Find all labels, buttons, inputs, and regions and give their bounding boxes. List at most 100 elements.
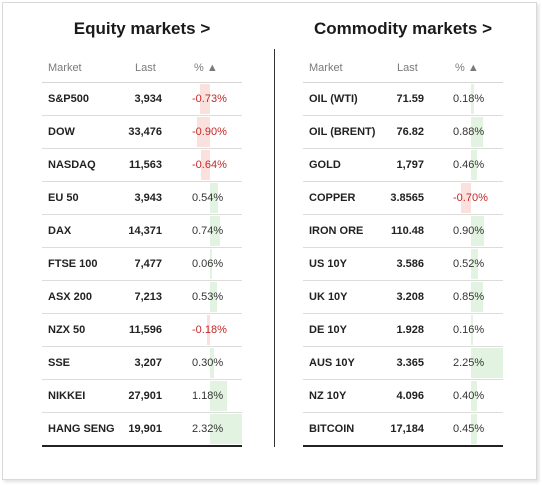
last-column-header[interactable]: Last — [397, 62, 418, 74]
market-name: NASDAQ — [48, 159, 96, 171]
percent-column-header[interactable]: % ▲ — [455, 62, 479, 74]
last-value: 1,797 — [396, 159, 424, 171]
last-value: 27,901 — [128, 390, 162, 402]
percent-change: 0.06% — [192, 258, 224, 270]
market-name: EU 50 — [48, 192, 79, 204]
equity-markets-link[interactable]: Equity markets > — [73, 19, 211, 38]
market-name: COPPER — [309, 192, 356, 204]
percent-change: 0.53% — [192, 291, 224, 303]
table-row[interactable]: NZ 10Y 4.096 0.40% — [303, 380, 503, 413]
last-value: 3.365 — [396, 357, 424, 369]
percent-column-header[interactable]: % ▲ — [194, 62, 218, 74]
percent-change: -0.73% — [192, 93, 227, 105]
last-value: 7,213 — [134, 291, 162, 303]
change-bar — [471, 413, 505, 445]
market-name: IRON ORE — [309, 225, 364, 237]
change-bar — [210, 281, 244, 313]
market-name: DOW — [48, 126, 75, 138]
table-row[interactable]: US 10Y 3.586 0.52% — [303, 248, 503, 281]
market-name: UK 10Y — [309, 291, 348, 303]
table-row[interactable]: SSE 3,207 0.30% — [42, 347, 242, 380]
percent-change: 0.54% — [192, 192, 224, 204]
change-bar — [471, 116, 505, 148]
market-name: SSE — [48, 357, 71, 369]
commodity-markets-link[interactable]: Commodity markets > — [313, 19, 493, 38]
percent-change: -0.18% — [192, 324, 227, 336]
change-bar — [471, 314, 505, 346]
column-divider — [274, 49, 275, 447]
equity-table-header: Market Last % ▲ — [42, 54, 242, 83]
table-row[interactable]: NZX 50 11,596 -0.18% — [42, 314, 242, 347]
change-bar — [471, 248, 505, 280]
table-row[interactable]: DAX 14,371 0.74% — [42, 215, 242, 248]
table-row[interactable]: FTSE 100 7,477 0.06% — [42, 248, 242, 281]
change-bar — [210, 380, 244, 412]
table-row[interactable]: UK 10Y 3.208 0.85% — [303, 281, 503, 314]
equity-table-body: S&P500 3,934 -0.73% DOW 33,476 -0.90% NASDAQ 11… — [42, 83, 243, 447]
percent-change: 0.45% — [453, 423, 485, 435]
percent-change: 0.88% — [453, 126, 485, 138]
last-value: 33,476 — [128, 126, 162, 138]
percent-change: 0.18% — [453, 93, 485, 105]
change-bar — [471, 281, 505, 313]
market-name: US 10Y — [309, 258, 347, 270]
percent-change: -0.70% — [453, 192, 488, 204]
market-column-header[interactable]: Market — [48, 62, 82, 74]
percent-change: 0.90% — [453, 225, 485, 237]
table-row[interactable]: S&P500 3,934 -0.73% — [42, 83, 242, 116]
table-row[interactable]: GOLD 1,797 0.46% — [303, 149, 503, 182]
table-row[interactable]: IRON ORE 110.48 0.90% — [303, 215, 503, 248]
table-row[interactable]: HANG SENG 19,901 2.32% — [42, 413, 243, 447]
table-row[interactable]: EU 50 3,943 0.54% — [42, 182, 242, 215]
percent-change: 2.32% — [192, 423, 224, 435]
table-row[interactable]: AUS 10Y 3.365 2.25% — [303, 347, 503, 380]
market-name: FTSE 100 — [48, 258, 98, 270]
change-bar — [471, 215, 505, 247]
table-row[interactable]: NASDAQ 11,563 -0.64% — [42, 149, 242, 182]
market-name: OIL (WTI) — [309, 93, 358, 105]
percent-change: 0.46% — [453, 159, 485, 171]
last-value: 71.59 — [396, 93, 424, 105]
change-bar — [182, 314, 210, 346]
change-bar — [182, 83, 210, 115]
table-row[interactable]: BITCOIN 17,184 0.45% — [303, 413, 503, 447]
last-value: 76.82 — [396, 126, 424, 138]
market-name: NIKKEI — [48, 390, 86, 402]
table-row[interactable]: DOW 33,476 -0.90% — [42, 116, 242, 149]
last-value: 7,477 — [134, 258, 162, 270]
last-value: 3,934 — [134, 93, 162, 105]
commodity-table-header: Market Last % ▲ — [303, 54, 503, 83]
market-name: HANG SENG — [48, 423, 115, 435]
table-row[interactable]: OIL (WTI) 71.59 0.18% — [303, 83, 503, 116]
last-value: 11,596 — [128, 324, 162, 336]
last-value: 1.928 — [396, 324, 424, 336]
percent-change: 0.52% — [453, 258, 485, 270]
table-row[interactable]: NIKKEI 27,901 1.18% — [42, 380, 242, 413]
change-bar — [210, 182, 244, 214]
percent-change: 0.16% — [453, 324, 485, 336]
change-bar — [182, 116, 210, 148]
last-value: 14,371 — [128, 225, 162, 237]
percent-change: -0.64% — [192, 159, 227, 171]
table-row[interactable]: ASX 200 7,213 0.53% — [42, 281, 242, 314]
table-row[interactable]: DE 10Y 1.928 0.16% — [303, 314, 503, 347]
market-name: S&P500 — [48, 93, 89, 105]
market-name: OIL (BRENT) — [309, 126, 376, 138]
change-bar — [471, 149, 505, 181]
last-value: 11,563 — [128, 159, 162, 171]
commodity-table-body: OIL (WTI) 71.59 0.18% OIL (BRENT) 76.82 0.88%… — [303, 83, 503, 447]
last-column-header[interactable]: Last — [135, 62, 156, 74]
percent-change: 0.85% — [453, 291, 485, 303]
percent-change: -0.90% — [192, 126, 227, 138]
percent-change: 1.18% — [192, 390, 224, 402]
table-row[interactable]: OIL (BRENT) 76.82 0.88% — [303, 116, 503, 149]
change-bar — [182, 149, 210, 181]
last-value: 4.096 — [396, 390, 424, 402]
percent-change: 2.25% — [453, 357, 485, 369]
table-row[interactable]: COPPER 3.8565 -0.70% — [303, 182, 503, 215]
last-value: 3,207 — [134, 357, 162, 369]
last-value: 3.8565 — [390, 192, 424, 204]
market-name: DE 10Y — [309, 324, 347, 336]
market-name: NZ 10Y — [309, 390, 347, 402]
market-column-header[interactable]: Market — [309, 62, 343, 74]
